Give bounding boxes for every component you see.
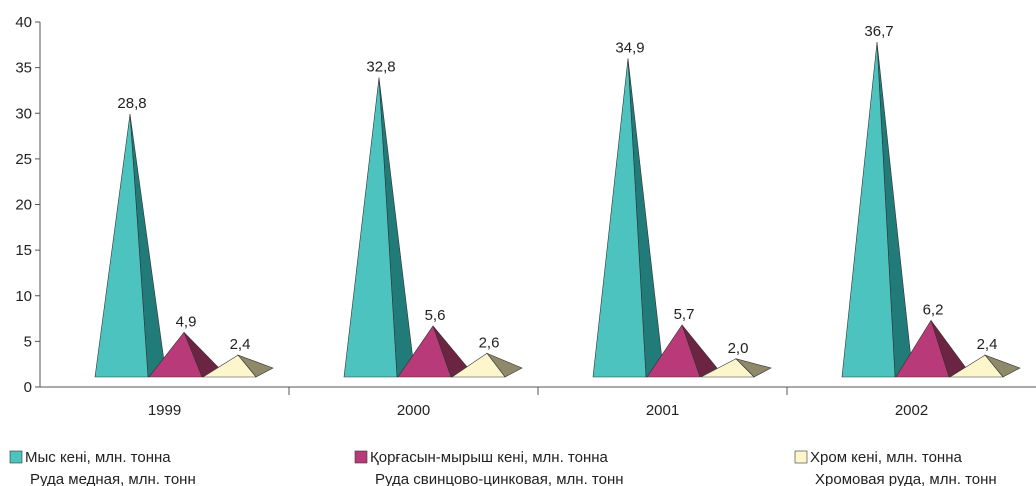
pyramid (895, 319, 967, 378)
y-tick-label: 0 (24, 379, 32, 396)
pyramid-front (646, 324, 701, 378)
data-label: 2,0 (728, 340, 749, 357)
y-tick-label: 5 (24, 333, 32, 350)
pyramid (343, 77, 415, 378)
legend-swatch (794, 450, 808, 464)
data-label: 2,4 (230, 336, 251, 353)
legend-label-ru: Руда свинцово-цинковая, млн. тонн (375, 471, 624, 486)
pyramid (841, 42, 913, 378)
y-tick-label: 35 (15, 60, 32, 77)
data-label: 36,7 (864, 23, 893, 40)
pyramid-front (841, 42, 896, 378)
pyramid-front (201, 354, 257, 378)
x-tick-label: 2001 (646, 402, 679, 419)
data-label: 4,9 (176, 313, 197, 330)
pyramid-front (397, 325, 452, 378)
pyramid (948, 354, 1021, 378)
x-tick-label: 2000 (397, 402, 430, 419)
pyramid-front (700, 358, 755, 378)
legend-swatch (354, 450, 368, 464)
pyramid-front (895, 319, 950, 378)
pyramid (148, 331, 220, 378)
data-label: 2,6 (479, 334, 500, 351)
y-tick-label: 10 (15, 288, 32, 305)
pyramid-front (343, 77, 398, 378)
pyramid (592, 58, 664, 378)
y-tick-label: 15 (15, 242, 32, 259)
y-tick-label: 25 (15, 151, 32, 168)
data-label: 6,2 (923, 301, 944, 318)
x-tick-label: 1999 (148, 402, 181, 419)
data-label: 2,4 (977, 336, 998, 353)
legend-label: Қорғасын-мырыш кені, млн. тонна (370, 449, 609, 466)
pyramid (201, 354, 274, 378)
legend-swatch (9, 450, 23, 464)
legend-label-ru: Хромовая руда, млн. тонн (815, 471, 997, 486)
pyramid (451, 352, 523, 378)
pyramid-front (148, 331, 203, 378)
pyramid-front (451, 352, 506, 378)
legend-label: Хром кені, млн. тонна (810, 449, 962, 466)
pyramid-front (94, 114, 149, 378)
data-label: 5,6 (425, 307, 446, 324)
y-tick-label: 40 (15, 14, 32, 31)
data-label: 32,8 (366, 59, 395, 76)
pyramid-front (948, 354, 1004, 378)
data-label: 34,9 (615, 40, 644, 57)
legend-label: Мыс кені, млн. тонна (25, 449, 171, 466)
legend-label-ru: Руда медная, млн. тонн (30, 471, 196, 486)
y-tick-label: 20 (15, 197, 32, 214)
data-label: 28,8 (117, 95, 146, 112)
pyramid-front (592, 58, 647, 378)
y-tick-label: 30 (15, 105, 32, 122)
pyramid (646, 324, 718, 378)
x-tick-label: 2002 (895, 402, 928, 419)
pyramid (700, 358, 772, 378)
pyramid (94, 114, 166, 378)
data-label: 5,7 (674, 306, 695, 323)
